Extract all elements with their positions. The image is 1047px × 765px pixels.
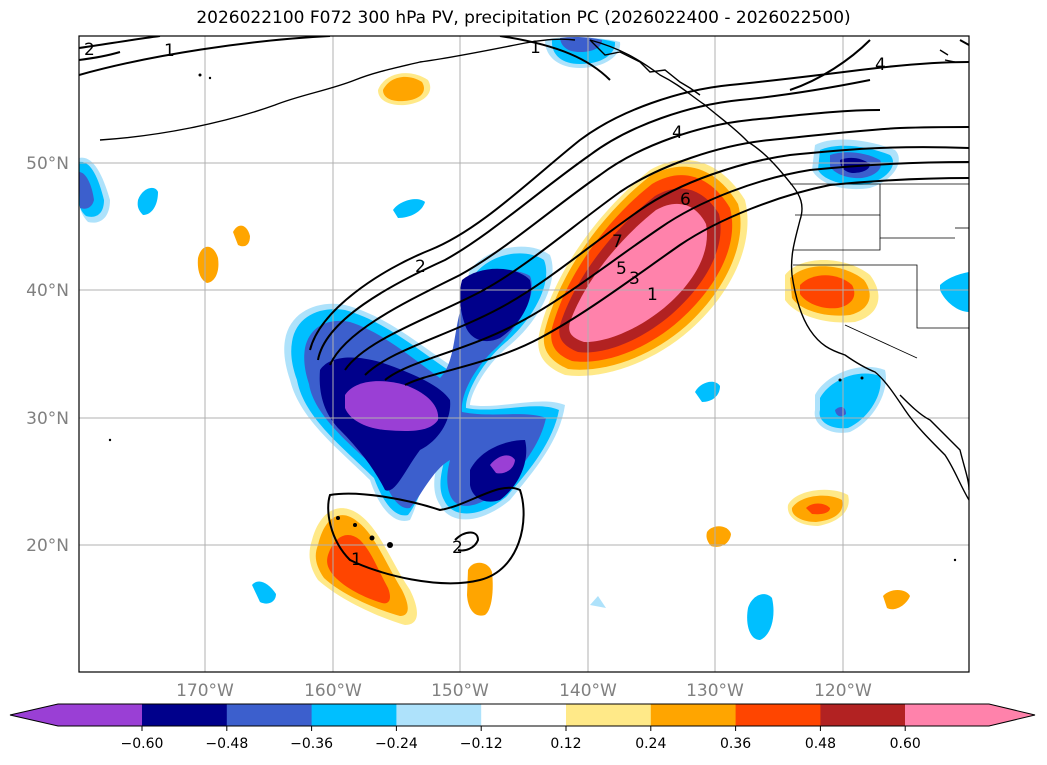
colorbar-tick-label: 0.24: [635, 736, 666, 752]
pv-contours: [79, 36, 969, 585]
lon-label-160w: 160°W: [304, 681, 362, 701]
map-title: 2026022100 F072 300 hPa PV, precipitatio…: [196, 8, 851, 28]
lon-label-170w: 170°W: [176, 681, 234, 701]
lat-label-40n: 40°N: [26, 281, 69, 301]
pv-label: 5: [616, 259, 627, 279]
colorbar-segment: [311, 704, 397, 726]
pv-label: 6: [680, 190, 691, 210]
lat-label-30n: 30°N: [26, 409, 69, 429]
colorbar-tick-label: 0.12: [550, 736, 581, 752]
colorbar-segment: [481, 704, 567, 726]
longitude-labels: 170°W 160°W 150°W 140°W 130°W 120°W: [176, 681, 872, 701]
colorbar-outline: [9, 703, 1036, 727]
lon-label-150w: 150°W: [431, 681, 489, 701]
colorbar-segment: [650, 704, 737, 726]
colorbar-extension-high: [905, 704, 1035, 726]
pv-label: 7: [612, 232, 623, 252]
colorbar-segment: [820, 704, 906, 726]
colorbar-segment: [142, 704, 228, 726]
colorbar-tick-label: −0.48: [205, 736, 248, 752]
pv-contour-labels: 2 1 1 4 2 4 6 7 5 3 1 2 1: [84, 38, 886, 570]
lon-label-140w: 140°W: [559, 681, 617, 701]
lat-label-20n: 20°N: [26, 536, 69, 556]
colorbar-tick-label: 0.36: [720, 736, 751, 752]
graticule: [79, 36, 969, 672]
colorbar-ticks: −0.60 −0.48 −0.36 −0.24 −0.12 0.12 0.24 0.36 0.4…: [121, 726, 921, 752]
political-borders: [790, 183, 969, 359]
colorbar-tick-label: −0.36: [290, 736, 333, 752]
colorbar-tick-label: −0.60: [121, 736, 164, 752]
precip-shading: [79, 36, 969, 640]
colorbar: −0.60 −0.48 −0.36 −0.24 −0.12 0.12 0.24 0.36 0.4…: [9, 703, 1036, 752]
colorbar-extension-low: [10, 704, 142, 726]
pv-label: 1: [530, 38, 541, 58]
pv-label: 3: [629, 269, 640, 289]
pv-label: 1: [647, 285, 658, 305]
pv-label: 1: [351, 550, 362, 570]
map-frame: [78, 35, 970, 673]
colorbar-segment: [226, 704, 313, 726]
colorbar-tick-label: −0.12: [460, 736, 503, 752]
colorbar-tick-label: 0.60: [890, 736, 921, 752]
pv-label: 4: [672, 123, 683, 143]
colorbar-segment: [735, 704, 821, 726]
lon-label-130w: 130°W: [686, 681, 744, 701]
pv-label: 2: [415, 257, 426, 277]
colorbar-segment: [396, 704, 482, 726]
pv-label: 2: [84, 40, 95, 60]
colorbar-segment: [566, 704, 652, 726]
colorbar-segments: [142, 704, 906, 726]
lon-label-120w: 120°W: [814, 681, 872, 701]
pv-label: 4: [875, 55, 886, 75]
lat-label-50n: 50°N: [26, 154, 69, 174]
pv-label: 2: [452, 538, 463, 558]
islands: [108, 73, 957, 562]
colorbar-tick-label: 0.48: [805, 736, 836, 752]
latitude-labels: 50°N 40°N 30°N 20°N: [26, 154, 69, 556]
colorbar-tick-label: −0.24: [375, 736, 418, 752]
pv-label: 1: [164, 41, 175, 61]
